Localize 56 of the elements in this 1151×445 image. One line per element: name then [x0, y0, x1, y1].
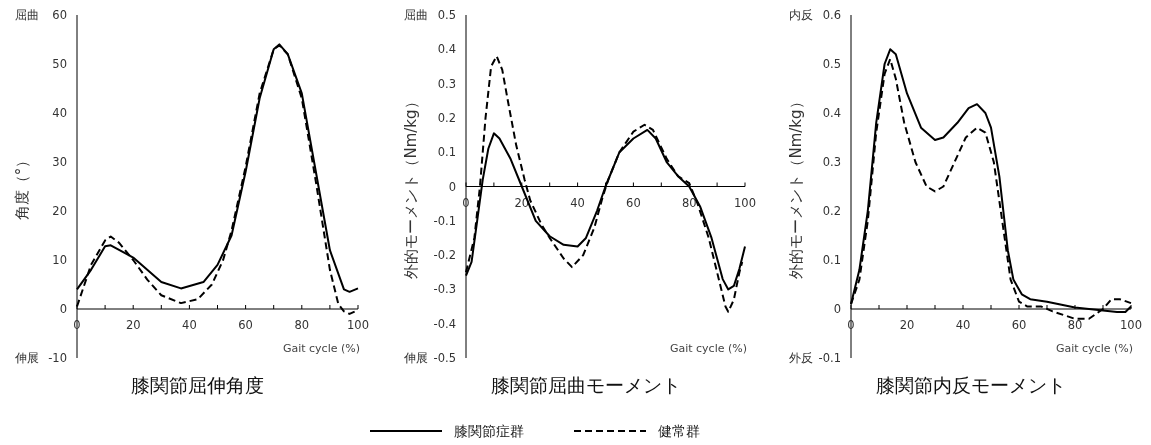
y-tick-label: 10: [52, 253, 67, 267]
y-tick-label: -0.3: [433, 282, 456, 297]
y-tick-label: 40: [52, 106, 67, 120]
legend: 膝関節症群 健常群: [369, 423, 700, 439]
y-tick-label: 50: [52, 57, 67, 71]
y-axis-title: 角度（°）: [13, 152, 31, 221]
text: 屈曲: [15, 8, 39, 22]
x-tick-label: 80: [1067, 318, 1083, 332]
x-axis-title: Gait cycle (%): [1055, 342, 1133, 355]
y-tick-label: 0.2: [822, 204, 841, 218]
y-tick-label: -0.2: [433, 248, 456, 263]
y-tick-label: 0.5: [822, 57, 841, 71]
text: 伸展: [403, 351, 428, 365]
y-tick-label: 0.1: [822, 253, 841, 267]
x-tick-label: 60: [626, 195, 641, 210]
text: 膝関節屈曲モーメント: [490, 374, 681, 396]
y-axis-title: 外的モーメント（Nm/kg）: [787, 94, 805, 279]
x-tick-label: 100: [734, 195, 756, 210]
y-tick-label: 0.4: [437, 42, 456, 57]
y-tick-label: 0.2: [437, 110, 456, 125]
y-tick-label: 0.4: [822, 106, 841, 120]
text: 伸展: [14, 351, 39, 365]
y-tick-label: 0.6: [822, 8, 841, 22]
y-tick-label: -0.5: [433, 351, 456, 365]
y-tick-label: -0.1: [818, 351, 841, 365]
y-tick-label: 0: [448, 179, 456, 194]
y-tick-label: -0.1: [433, 213, 456, 228]
y-tick-label: 0.5: [437, 8, 456, 22]
y-tick-label: 0.3: [437, 76, 456, 91]
y-tick-label: 0: [59, 302, 67, 316]
x-tick-label: 60: [1011, 318, 1027, 332]
y-tick-label: 0.3: [822, 155, 841, 169]
text: 膝関節屈伸角度: [131, 374, 264, 396]
x-tick-label: 40: [182, 318, 197, 332]
x-tick-label: 60: [238, 318, 253, 332]
text: 膝関節内反モーメント: [876, 374, 1066, 396]
x-tick-label: 40: [570, 195, 585, 210]
x-tick-label: 40: [955, 318, 971, 332]
y-tick-label: -10: [48, 351, 67, 365]
x-tick-label: 100: [1120, 318, 1142, 332]
y-tick-label: 60: [52, 8, 67, 22]
x-tick-label: 100: [347, 318, 369, 332]
x-tick-label: 80: [681, 195, 697, 210]
y-tick-label: -0.4: [433, 316, 456, 331]
x-tick-label: 20: [125, 318, 141, 332]
x-axis-title: Gait cycle (%): [282, 342, 360, 355]
text: 外反: [789, 351, 813, 365]
text: 屈曲: [404, 8, 428, 22]
x-axis-title: Gait cycle (%): [669, 342, 747, 355]
y-tick-label: 0.1: [437, 145, 456, 160]
y-axis-title: 外的モーメント（Nm/kg）: [402, 94, 420, 279]
text: 内反: [789, 8, 813, 22]
x-tick-label: 80: [294, 318, 310, 332]
x-tick-label: 20: [899, 318, 915, 332]
y-tick-label: 0: [833, 302, 841, 316]
y-tick-label: 30: [52, 155, 67, 169]
